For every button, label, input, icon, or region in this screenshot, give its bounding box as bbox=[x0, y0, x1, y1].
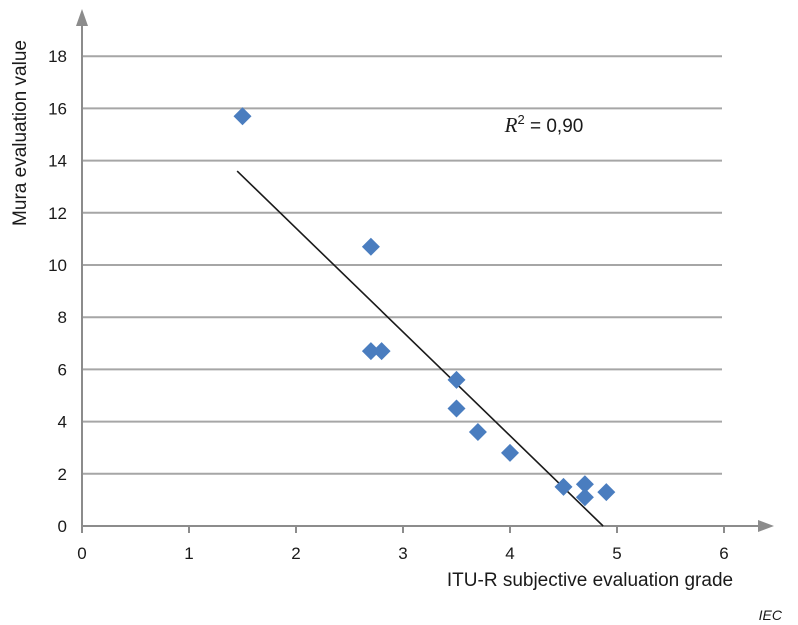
y-tick-label-10: 10 bbox=[48, 256, 67, 275]
data-point-12 bbox=[597, 483, 616, 502]
data-point-2 bbox=[361, 237, 380, 256]
x-axis-arrow bbox=[758, 520, 774, 532]
data-point-4 bbox=[372, 342, 391, 361]
x-tick-label-0: 0 bbox=[77, 544, 86, 563]
y-axis-label: Mura evaluation value bbox=[10, 40, 31, 226]
x-tick-label-5: 5 bbox=[612, 544, 621, 563]
r-squared-symbol: R bbox=[504, 113, 518, 137]
gridlines bbox=[82, 55, 722, 475]
y-axis-arrow bbox=[76, 9, 88, 26]
x-tick-label-6: 6 bbox=[719, 544, 728, 563]
iec-credit: IEC bbox=[759, 607, 783, 623]
data-point-10 bbox=[575, 475, 594, 494]
y-tick-label-12: 12 bbox=[48, 204, 67, 223]
data-point-5 bbox=[447, 370, 466, 389]
y-tick-label-14: 14 bbox=[48, 152, 67, 171]
x-tick-label-4: 4 bbox=[505, 544, 514, 563]
r-squared-annotation: R2 = 0,90 bbox=[504, 112, 584, 137]
y-tick-label-0: 0 bbox=[58, 517, 67, 536]
y-tick-labels: 0 2 4 6 8 10 12 14 16 18 bbox=[48, 47, 67, 536]
x-tick-label-3: 3 bbox=[398, 544, 407, 563]
data-point-6 bbox=[447, 399, 466, 418]
y-tick-label-8: 8 bbox=[58, 308, 67, 327]
x-tick-labels: 0 1 2 3 4 5 6 bbox=[77, 526, 729, 563]
data-point-9 bbox=[554, 477, 573, 496]
x-tick-label-1: 1 bbox=[184, 544, 193, 563]
x-tick-label-2: 2 bbox=[291, 544, 300, 563]
y-tick-label-2: 2 bbox=[58, 465, 67, 484]
y-tick-label-4: 4 bbox=[58, 413, 67, 432]
data-point-11 bbox=[575, 488, 594, 507]
data-points bbox=[233, 107, 616, 507]
data-point-7 bbox=[468, 423, 487, 442]
data-point-1 bbox=[233, 107, 252, 126]
y-tick-label-6: 6 bbox=[58, 360, 67, 379]
trendline bbox=[236, 170, 604, 527]
x-axis-label: ITU-R subjective evaluation grade bbox=[447, 570, 733, 591]
axes bbox=[76, 9, 774, 532]
data-point-8 bbox=[501, 443, 519, 462]
data-point-3 bbox=[361, 342, 380, 361]
y-tick-label-16: 16 bbox=[48, 99, 67, 118]
r-squared-exponent: 2 bbox=[517, 112, 524, 127]
r-squared-value: = 0,90 bbox=[525, 116, 584, 137]
y-tick-label-18: 18 bbox=[48, 47, 67, 66]
